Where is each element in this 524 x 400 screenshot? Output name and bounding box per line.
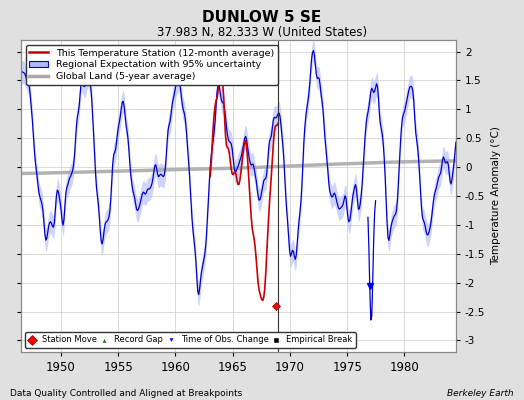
Y-axis label: Temperature Anomaly (°C): Temperature Anomaly (°C): [491, 126, 501, 266]
Text: Berkeley Earth: Berkeley Earth: [447, 389, 514, 398]
Text: DUNLOW 5 SE: DUNLOW 5 SE: [202, 10, 322, 25]
Legend: Station Move, Record Gap, Time of Obs. Change, Empirical Break: Station Move, Record Gap, Time of Obs. C…: [25, 332, 356, 348]
Text: Data Quality Controlled and Aligned at Breakpoints: Data Quality Controlled and Aligned at B…: [10, 389, 243, 398]
Text: 37.983 N, 82.333 W (United States): 37.983 N, 82.333 W (United States): [157, 26, 367, 39]
